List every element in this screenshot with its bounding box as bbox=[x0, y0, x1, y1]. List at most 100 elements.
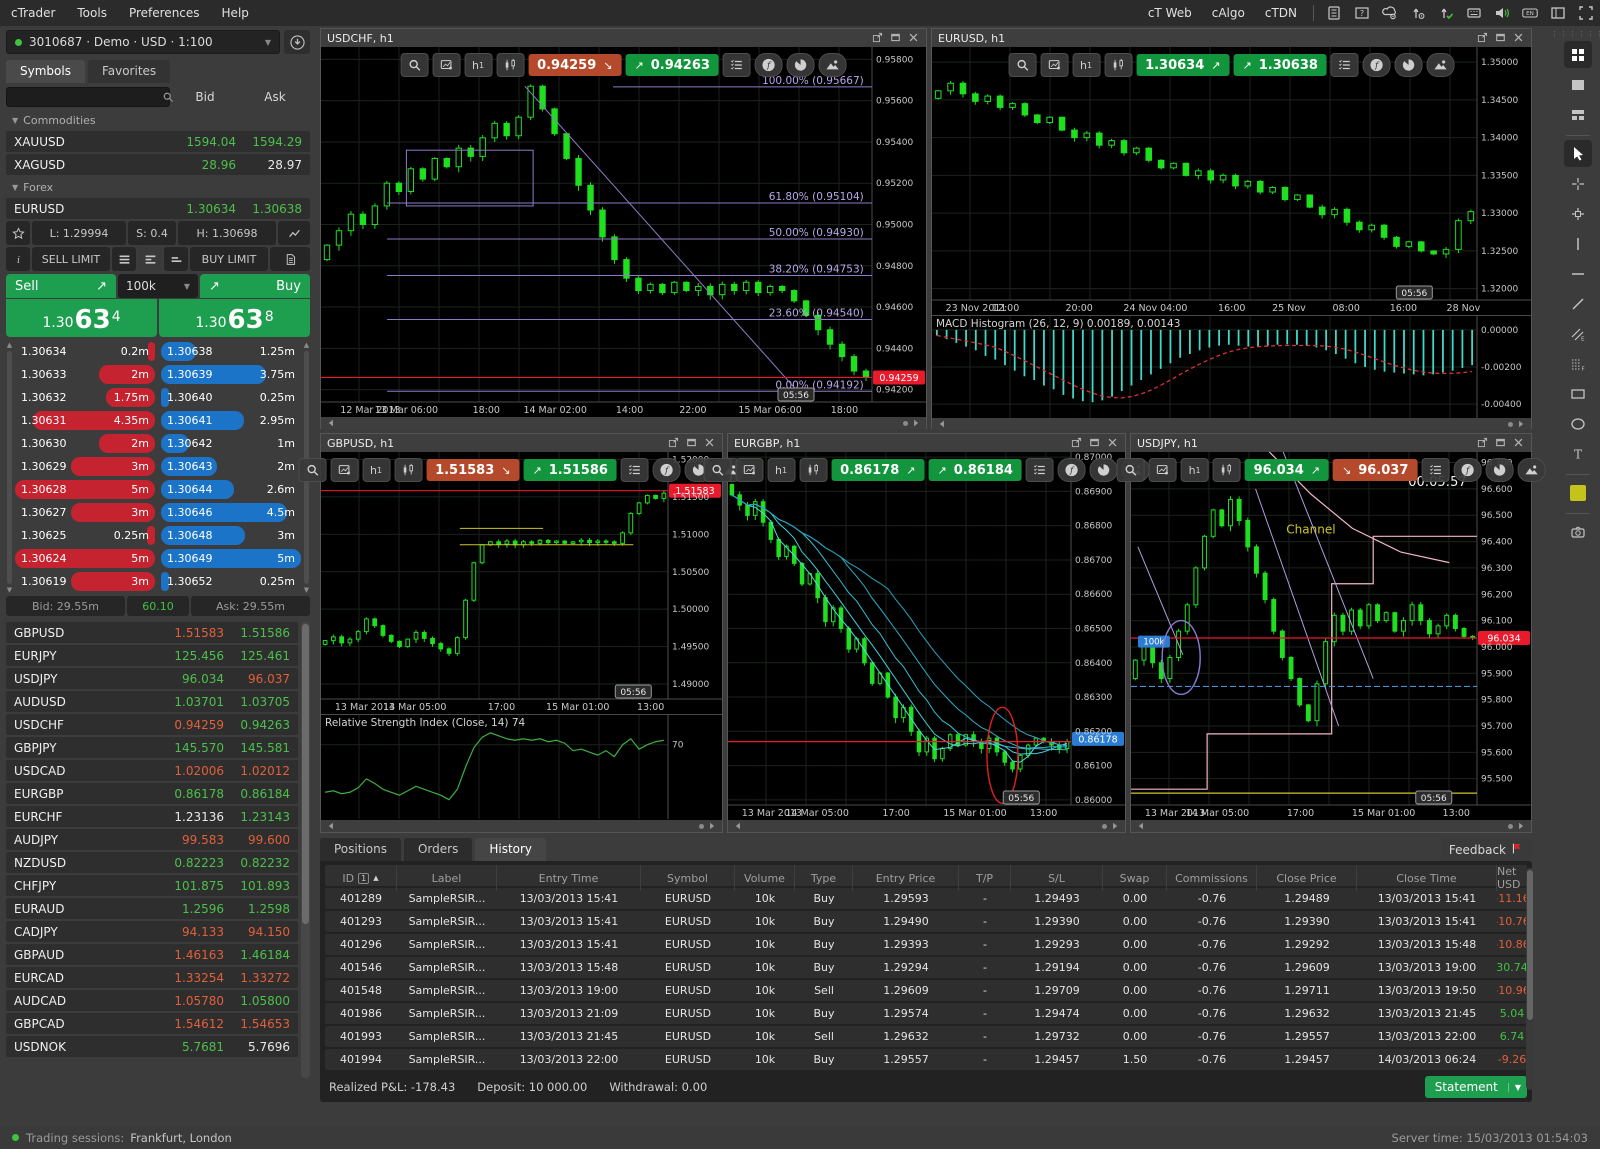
chart-pager[interactable] bbox=[728, 820, 1125, 832]
price-chart[interactable]: 0.86178 0.87000 0.86900 0.86800 0.86700 0.866… bbox=[728, 452, 1125, 820]
help-icon[interactable]: ? bbox=[1350, 4, 1374, 22]
buy-limit-button[interactable]: BUY LIMIT bbox=[190, 247, 268, 271]
dom-bid-row[interactable]: 1.30632 1.75m bbox=[15, 387, 155, 408]
pager-left-icon[interactable] bbox=[327, 419, 334, 427]
dom-ask-row[interactable]: 1.30644 2.6m bbox=[161, 479, 301, 500]
indicators-icon[interactable] bbox=[620, 458, 649, 482]
menu-preferences[interactable]: Preferences bbox=[128, 6, 200, 20]
symbol-row[interactable]: CHFJPY 101.875 101.893 bbox=[6, 875, 298, 896]
dom-ask-row[interactable]: 1.30638 1.25m bbox=[161, 341, 301, 362]
indicators-icon[interactable] bbox=[1330, 53, 1359, 77]
table-row[interactable]: 401994 SampleRSIR... 13/03/2013 22:00 EURU… bbox=[325, 1049, 1527, 1070]
close-icon[interactable] bbox=[908, 32, 920, 44]
menu-help[interactable]: Help bbox=[221, 6, 249, 20]
quotes-scrollbar[interactable] bbox=[301, 622, 310, 1078]
maximize-icon[interactable] bbox=[1495, 437, 1507, 449]
fullscreen-icon[interactable] bbox=[1574, 4, 1598, 22]
indicators-icon[interactable] bbox=[1421, 458, 1450, 482]
maximize-icon[interactable] bbox=[1495, 32, 1507, 44]
symbol-row[interactable]: USDJPY 96.034 96.037 bbox=[6, 668, 298, 689]
price-chart[interactable]: 100.00% (0.95667) 61.80% (0.95104) 50.00% … bbox=[321, 47, 926, 417]
dom-bid-row[interactable]: 1.30625 0.25m bbox=[15, 525, 155, 546]
symbol-row[interactable]: GBPJPY 145.570 145.581 bbox=[6, 737, 298, 758]
snapshot-icon[interactable] bbox=[818, 53, 847, 77]
chart-options-icon[interactable] bbox=[735, 458, 764, 482]
depth-compact-icon[interactable] bbox=[164, 247, 188, 271]
dom-bid-row[interactable]: 1.30631 4.35m bbox=[15, 410, 155, 431]
symbol-row-eurusd[interactable]: EURUSD 1.30634 1.30638 bbox=[6, 198, 310, 219]
chart-pager[interactable] bbox=[321, 417, 926, 429]
volume-select[interactable]: 100k ▼ bbox=[118, 274, 198, 298]
sell-button[interactable]: Sell ↗ bbox=[6, 274, 116, 298]
fibonacci-icon[interactable]: F bbox=[1564, 350, 1592, 377]
buy-price[interactable]: 1.30 63 8 bbox=[159, 299, 310, 337]
chart-type-icon[interactable] bbox=[1104, 53, 1133, 77]
layout-window-icon[interactable] bbox=[1546, 4, 1570, 22]
dom-ask-row[interactable]: 1.30641 2.95m bbox=[161, 410, 301, 431]
link-ct-web[interactable]: cT Web bbox=[1147, 6, 1192, 20]
price-chart[interactable]: 1.515831.520001.515001.510001.505001.500… bbox=[321, 452, 722, 714]
maximize-icon[interactable] bbox=[890, 32, 902, 44]
symbol-row[interactable]: AUDUSD 1.03701 1.03705 bbox=[6, 691, 298, 712]
tab-orders[interactable]: Orders bbox=[403, 838, 473, 861]
depth-full-icon[interactable] bbox=[112, 247, 136, 271]
chart-options-icon[interactable] bbox=[1148, 458, 1177, 482]
dom-ask-row[interactable]: 1.30646 4.5m bbox=[161, 502, 301, 523]
language-icon[interactable]: EN bbox=[1518, 4, 1542, 22]
pager-right-icon[interactable] bbox=[1112, 822, 1119, 830]
popout-icon[interactable] bbox=[668, 437, 680, 449]
price-chart[interactable]: 00:05:57Channel96.034100k96.70096.60096.… bbox=[1131, 451, 1531, 820]
open-chart-icon[interactable] bbox=[278, 221, 310, 245]
sell-price-button[interactable]: 96.034 ↗ bbox=[1244, 459, 1329, 481]
symbol-row[interactable]: GBPUSD 1.51583 1.51586 bbox=[6, 622, 298, 643]
equidistant-channel-icon[interactable]: E bbox=[1564, 320, 1592, 347]
search-input[interactable] bbox=[13, 89, 162, 105]
dom-bid-row[interactable]: 1.30619 3m bbox=[15, 571, 155, 592]
dom-ask-row[interactable]: 1.30649 5m bbox=[161, 548, 301, 569]
table-row[interactable]: 401986 SampleRSIR... 13/03/2013 21:09 EURU… bbox=[325, 1003, 1527, 1024]
anchor-icon[interactable] bbox=[1564, 200, 1592, 227]
dom-bid-row[interactable]: 1.30624 5m bbox=[15, 548, 155, 569]
volume-icon[interactable] bbox=[1490, 4, 1514, 22]
pager-left-icon[interactable] bbox=[327, 822, 334, 830]
chart-pager[interactable] bbox=[1131, 820, 1531, 832]
chart-options-icon[interactable] bbox=[330, 458, 359, 482]
popout-icon[interactable] bbox=[872, 32, 884, 44]
link-calgo[interactable]: cAlgo bbox=[1211, 6, 1245, 20]
panel-titlebar[interactable]: USDJPY, h1 bbox=[1131, 434, 1531, 452]
buy-price-button[interactable]: ↗ 1.51586 bbox=[523, 459, 617, 481]
sentiment-icon[interactable] bbox=[1485, 458, 1514, 482]
tab-symbols[interactable]: Symbols bbox=[6, 60, 85, 83]
symbol-row[interactable]: EURCHF 1.23136 1.23143 bbox=[6, 806, 298, 827]
table-row[interactable]: 401296 SampleRSIR... 13/03/2013 15:41 EURU… bbox=[325, 934, 1527, 955]
zoom-icon[interactable] bbox=[400, 53, 429, 77]
chart-type-icon[interactable] bbox=[496, 53, 525, 77]
snapshot-icon[interactable] bbox=[1426, 53, 1455, 77]
buy-price-button[interactable]: ↗ 0.94263 bbox=[625, 54, 719, 76]
table-row[interactable]: 401293 SampleRSIR... 13/03/2013 15:41 EURU… bbox=[325, 911, 1527, 932]
maximize-icon[interactable] bbox=[1089, 437, 1101, 449]
maximize-icon[interactable] bbox=[686, 437, 698, 449]
zoom-icon[interactable] bbox=[1008, 53, 1037, 77]
sell-price-button[interactable]: 1.30634 ↗ bbox=[1136, 54, 1230, 76]
pager-left-icon[interactable] bbox=[734, 822, 741, 830]
chart-options-icon[interactable] bbox=[432, 53, 461, 77]
symbol-row[interactable]: XAUUSD 1594.04 1594.29 bbox=[6, 131, 310, 152]
symbol-row[interactable]: XAGUSD 28.96 28.97 bbox=[6, 154, 310, 175]
vertical-line-icon[interactable] bbox=[1564, 230, 1592, 257]
dom-ask-row[interactable]: 1.30642 1m bbox=[161, 433, 301, 454]
symbol-search[interactable] bbox=[6, 87, 173, 107]
group-commodities[interactable]: ▼ Commodities bbox=[12, 113, 96, 127]
chart-options-icon[interactable] bbox=[1040, 53, 1069, 77]
symbol-row[interactable]: NZDUSD 0.82223 0.82232 bbox=[6, 852, 298, 873]
panel-titlebar[interactable]: USDCHF, h1 bbox=[321, 29, 926, 47]
layout-grid-icon[interactable] bbox=[1564, 41, 1592, 68]
symbol-row[interactable]: EURCAD 1.33254 1.33272 bbox=[6, 967, 298, 988]
group-forex[interactable]: ▼ Forex bbox=[12, 180, 54, 194]
table-row[interactable]: 401546 SampleRSIR... 13/03/2013 15:48 EURU… bbox=[325, 957, 1527, 978]
sentiment-icon[interactable] bbox=[1394, 53, 1423, 77]
color-swatch[interactable] bbox=[1564, 479, 1592, 506]
